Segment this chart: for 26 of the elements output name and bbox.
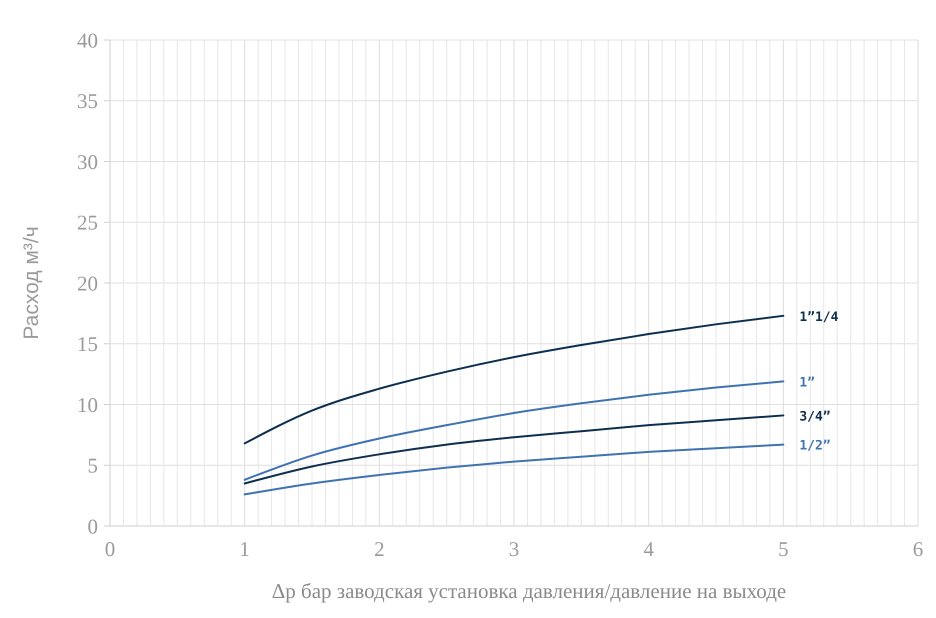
y-tick-label: 40 [77,28,98,52]
line-series [244,444,784,496]
y-tick-label: 5 [88,454,98,478]
line-series [244,414,784,484]
line-series [244,380,784,481]
series-label: 1/2” [799,438,831,454]
x-axis-title: Δp бар заводская установка давления/давление на выходе [272,579,786,603]
series-label: 1”1/4 [799,310,839,325]
x-tick-label: 2 [374,537,385,561]
line-series [244,314,784,444]
x-tick-label: 4 [643,537,654,561]
series-label: 1” [799,375,815,390]
x-tick-label: 6 [912,537,924,561]
y-tick-label: 0 [88,514,98,538]
series-label: 3/4” [799,409,831,424]
y-tick-label: 20 [77,271,98,296]
x-tick-label: 5 [778,537,789,561]
x-tick-label: 1 [239,537,250,561]
y-tick-label: 25 [77,210,98,235]
y-tick-label: 30 [77,150,98,174]
x-tick-label: 3 [508,537,520,561]
y-tick-label: 10 [77,392,98,417]
y-tick-label: 15 [77,332,98,356]
y-axis-title: Расход м³/ч [20,226,43,340]
x-tick-label: 0 [104,537,116,561]
y-tick-label: 35 [77,89,98,114]
